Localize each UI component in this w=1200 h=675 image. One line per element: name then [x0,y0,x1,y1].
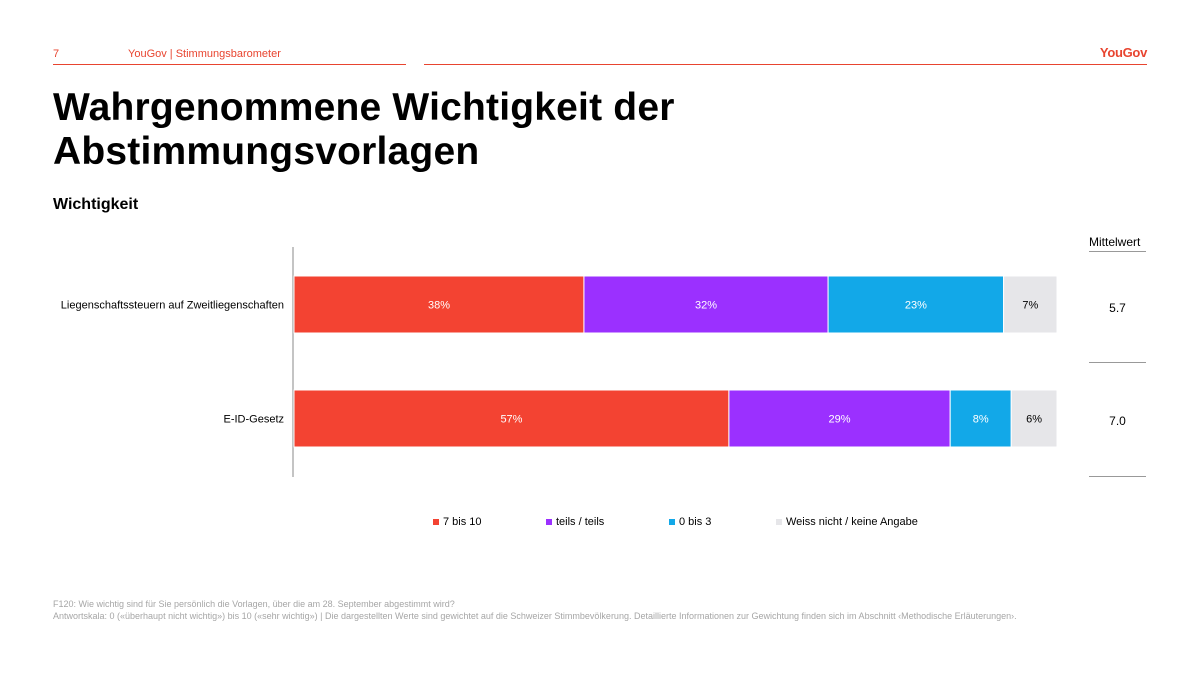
data-label: 6% [1026,414,1042,426]
bar-segment [293,389,730,448]
category-label: Liegenschaftssteuern auf Zweitliegenscha… [61,300,284,312]
data-label: 8% [973,414,989,426]
data-label: 29% [829,414,851,426]
bar-segment [827,275,1005,334]
page-number: 7 [53,48,60,60]
legend-label: 7 bis 10 [443,516,482,528]
mean-value-row-2: 7.0 [1109,414,1126,428]
legend-swatch-purple [546,519,552,525]
legend-swatch-red [433,519,439,525]
legend-item-0-bis-3: 0 bis 3 [669,516,711,528]
bar-segment [949,389,1012,448]
legend-item-7-bis-10: 7 bis 10 [433,516,482,528]
chart-subtitle: Wichtigkeit [53,196,139,213]
bar-segment [583,275,829,334]
footnote-scale: Antwortskala: 0 («überhaupt nicht wichti… [53,611,1017,621]
yougov-logo: YouGov [1099,45,1147,60]
mean-header-underline [1089,251,1146,252]
mean-separator-2 [1089,476,1146,477]
data-label: 32% [695,300,717,312]
category-label: E-ID-Gesetz [223,414,284,426]
legend-label: 0 bis 3 [679,516,712,528]
page-title: Wahrgenommene Wichtigkeit der Abstimmung… [53,86,675,173]
legend-swatch-grey [776,519,782,525]
footnote-question: F120: Wie wichtig sind für Sie persönlic… [53,599,455,609]
mean-separator-1 [1089,362,1146,363]
legend-item-teils: teils / teils [546,516,604,528]
bar-segment [1003,275,1058,334]
legend-item-weiss-nicht: Weiss nicht / keine Angabe [776,516,918,528]
legend-label: teils / teils [556,516,605,528]
header-rule-right [424,64,1147,65]
bar-segment [728,389,951,448]
data-label: 7% [1022,300,1038,312]
bar-segment [1010,389,1058,448]
mean-value-row-1: 5.7 [1109,301,1126,315]
header-rule-left [53,64,406,65]
bar-segment [293,275,585,334]
data-label: 57% [500,414,522,426]
data-label: 23% [905,300,927,312]
data-label: 38% [428,300,450,312]
mean-header: Mittelwert [1089,235,1141,249]
legend-swatch-blue [669,519,675,525]
legend-label: Weiss nicht / keine Angabe [786,516,918,528]
source-label: YouGov | Stimmungsbarometer [128,48,281,60]
